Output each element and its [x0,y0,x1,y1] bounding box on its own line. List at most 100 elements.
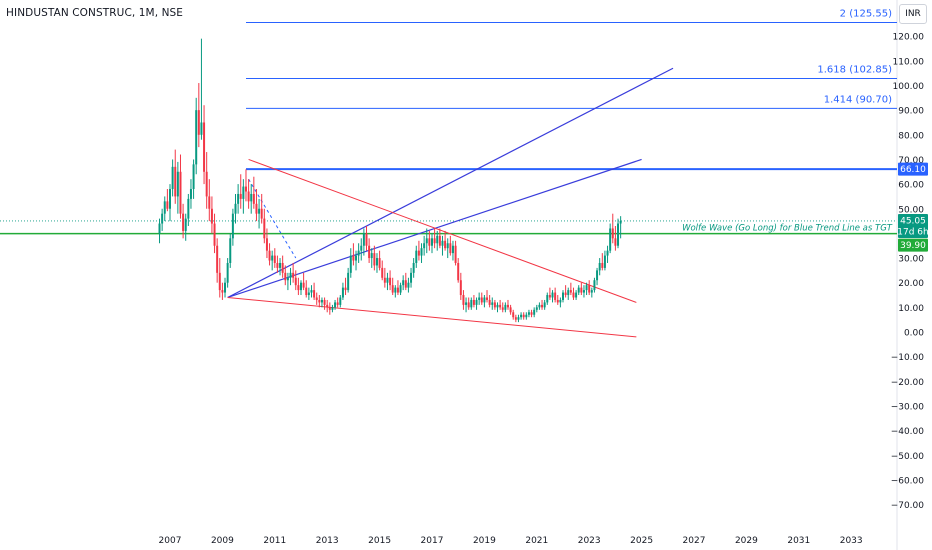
candle-body [171,166,174,190]
price-axis[interactable]: 120.00 110.00 100.00 90.00 80.00 70.00 60.00 50… [891,33,925,511]
candle-body [383,277,386,283]
candle-body [166,201,169,209]
candle-body [234,203,237,214]
candle-body [237,193,240,204]
price-tick-label: 60.00 [898,181,924,191]
wedge-line[interactable] [227,296,637,338]
candle-body [491,302,494,305]
candle-body [436,235,439,244]
price-tick-label: 10.00 [898,304,924,314]
price-tick-label: 110.00 [893,57,925,67]
symbol-title[interactable]: HINDUSTAN CONSTRUC, 1M, NSE [6,7,184,19]
time-axis[interactable]: 2007 2009 2011 2013 2015 2017 2019 2021 2023 2025… [159,536,863,546]
candle-body [331,307,334,310]
candle-body [467,302,470,308]
candle-body [273,255,276,263]
candle-body [370,253,373,259]
candle-body [582,290,585,293]
candle-body [281,262,284,273]
candle-body [564,292,567,296]
candles-layer [158,38,622,323]
wedge-line[interactable] [248,158,637,303]
price-tick-label: −60.00 [891,476,925,486]
candle-body [244,186,247,192]
candle-body [478,297,481,300]
candle-body [226,262,229,283]
candle-body [339,297,342,305]
candle-body [208,196,211,209]
candle-body [176,171,179,197]
candle-body [260,208,263,219]
candle-body [169,189,171,209]
price-label-66 [898,162,928,176]
candle-body [446,243,449,249]
candle-body [585,285,588,291]
time-tick-label: 2011 [263,536,286,546]
time-tick-label: 2017 [421,536,444,546]
price-tick-label: −40.00 [891,427,925,437]
candle-body [504,304,507,310]
currency-button[interactable]: INR [899,4,927,24]
candle-body [499,304,502,308]
price-tick-label: −50.00 [891,452,925,462]
time-tick-label: 2021 [525,536,548,546]
price-label-39 [898,238,928,252]
candle-body [488,299,491,305]
candle-body [252,193,255,204]
candle-body [441,240,444,246]
candle-body [320,299,323,303]
candle-body [572,292,575,298]
candle-body [480,297,483,303]
candle-body [174,166,177,197]
candle-body [229,238,232,263]
candle-body [197,110,200,135]
candle-body [475,299,478,305]
candle-body [562,292,564,300]
time-tick-label: 2029 [735,536,758,546]
blue-trend-line[interactable] [227,67,674,299]
candle-body [386,277,389,283]
candle-body [328,307,331,310]
candle-body [522,314,525,318]
candle-body [588,285,591,293]
candle-body [292,272,295,278]
price-tick-label: 90.00 [898,107,924,117]
candle-body [470,299,473,308]
candle-body [221,290,224,293]
price-tick-label: −30.00 [891,402,925,412]
last-price-label-text: 17d 6h [897,227,928,237]
candle-body [250,193,253,202]
candle-body [231,213,234,239]
candle-body [415,250,418,263]
dashed-wave-line[interactable] [248,178,297,259]
candle-body [389,277,392,286]
candle-body [286,277,289,281]
time-tick-label: 2033 [840,536,863,546]
candle-body [423,243,426,249]
candle-body [192,164,195,190]
time-tick-label: 2009 [211,536,234,546]
candle-body [242,186,245,199]
price-tick-label: −10.00 [891,353,925,363]
candle-body [554,292,557,300]
fib-level-label: 2 (125.55) [840,9,892,20]
candle-body [462,295,465,305]
candle-body [465,302,468,305]
candle-body [294,277,297,286]
candle-body [360,245,363,251]
time-tick-label: 2031 [787,536,810,546]
candle-body [195,110,198,165]
candle-body [344,287,347,291]
candle-body [438,235,441,246]
candle-body [187,198,190,219]
time-tick-label: 2023 [578,536,601,546]
candle-body [619,220,622,224]
candle-body [509,307,512,313]
candle-body [341,287,344,298]
candle-body [326,304,329,308]
candle-body [394,287,397,293]
time-tick-label: 2013 [316,536,339,546]
candle-body [428,238,431,246]
wolfe-wave-annotation: Wolfe Wave (Go Long) for Blue Trend Line… [682,224,893,234]
